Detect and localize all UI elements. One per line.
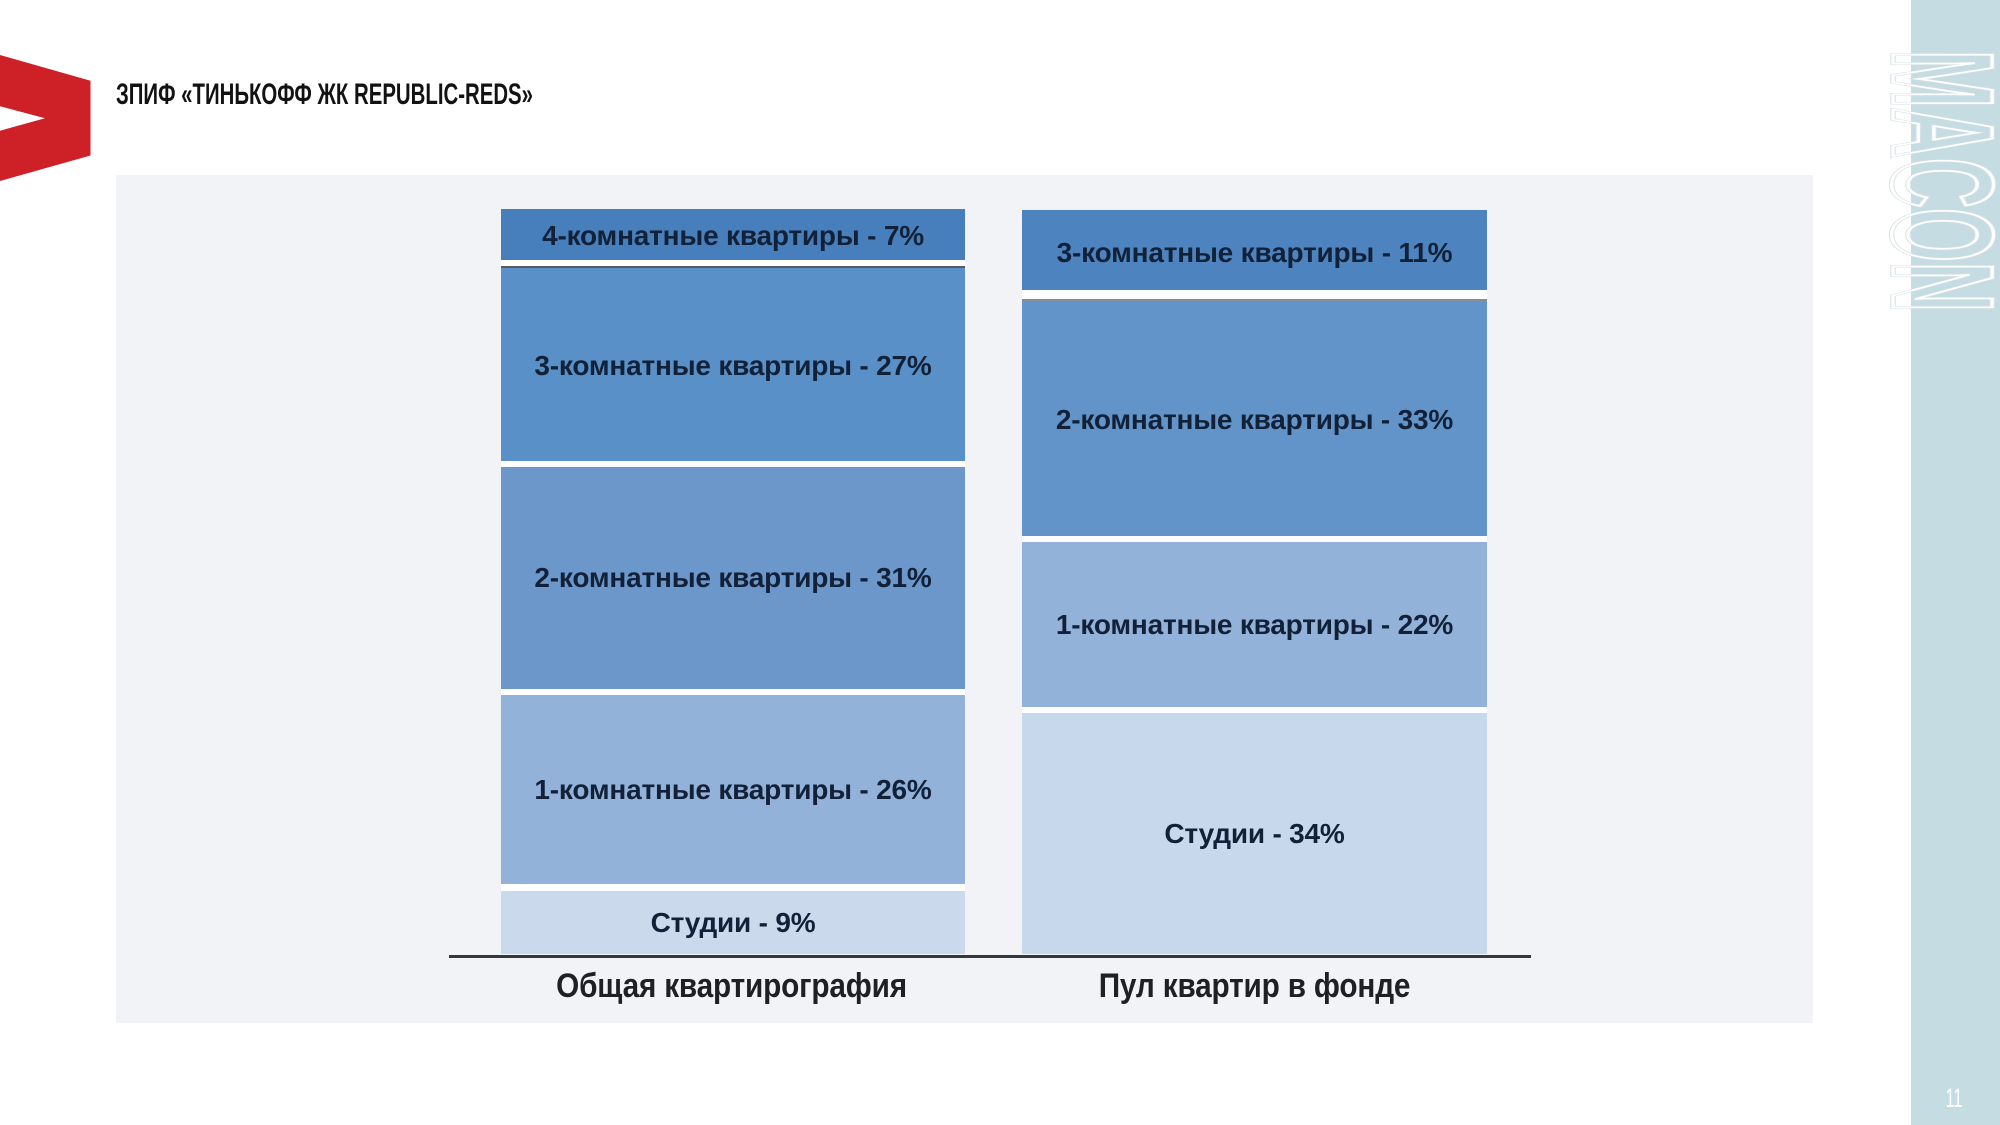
svg-text:11: 11 xyxy=(1946,1083,1963,1113)
svg-text:ЗПИФ «ТИНЬКОФФ ЖК REPUBLIC-RED: ЗПИФ «ТИНЬКОФФ ЖК REPUBLIC-REDS» xyxy=(116,78,533,111)
svg-text:MACON: MACON xyxy=(1880,50,2000,312)
svg-text:MACON: MACON xyxy=(1880,50,2000,312)
